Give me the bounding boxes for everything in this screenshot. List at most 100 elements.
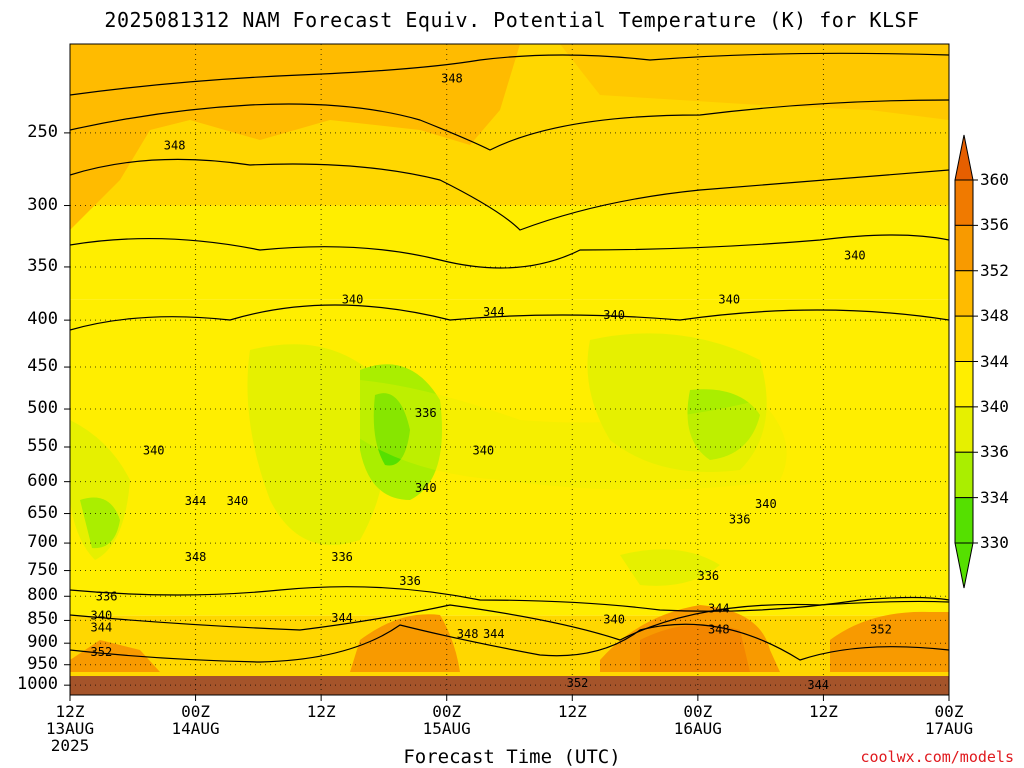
contour-label: 336 bbox=[331, 550, 353, 564]
contour-label: 348 bbox=[164, 138, 186, 152]
contour-line bbox=[70, 52, 949, 96]
colorbar-swatch bbox=[954, 315, 974, 362]
contour-label: 340 bbox=[227, 494, 249, 508]
contour-line bbox=[70, 234, 949, 269]
field-region bbox=[247, 344, 387, 545]
colorbar-label: 334 bbox=[980, 487, 1009, 507]
colorbar-swatch bbox=[954, 270, 974, 317]
colorbar-label: 330 bbox=[980, 533, 1009, 552]
x-tick-label: 12Z bbox=[808, 702, 838, 721]
upper-warm-region bbox=[560, 44, 949, 120]
y-tick-label: 400 bbox=[27, 309, 58, 330]
y-tick-label: 700 bbox=[27, 532, 58, 553]
credit-text: coolwx.com/models bbox=[860, 748, 1014, 766]
plot-frame bbox=[69, 43, 950, 696]
upper-warm-region bbox=[70, 44, 520, 230]
y-tick-label: 850 bbox=[27, 609, 58, 630]
colorbar-swatch bbox=[954, 497, 974, 544]
field-band bbox=[70, 205, 949, 300]
contour-label: 348 bbox=[441, 71, 463, 85]
contour-label: 344 bbox=[185, 494, 207, 508]
contour-line bbox=[70, 304, 949, 331]
field-region bbox=[830, 611, 949, 672]
x-tick-label: 13AUG bbox=[45, 719, 95, 738]
y-tick-label: 750 bbox=[27, 559, 58, 580]
colorbar-swatch bbox=[954, 224, 974, 272]
contour-label: 348 bbox=[708, 623, 730, 637]
contour-label: 340 bbox=[415, 481, 437, 495]
colorbar-label: 356 bbox=[980, 215, 1009, 235]
colorbar-label: 360 bbox=[980, 170, 1009, 189]
x-tick-label: 12Z bbox=[557, 702, 587, 721]
contour-label: 340 bbox=[718, 293, 740, 307]
y-tick-label: 300 bbox=[27, 194, 58, 215]
contour-label: 340 bbox=[91, 609, 113, 623]
contour-label: 352 bbox=[567, 676, 589, 690]
x-tick-label: 16AUG bbox=[673, 719, 722, 738]
x-tick-label: 15AUG bbox=[422, 719, 471, 738]
y-tick-label: 600 bbox=[27, 470, 58, 491]
contour-line bbox=[70, 623, 949, 663]
field-region bbox=[80, 497, 120, 549]
contour-label: 344 bbox=[807, 678, 829, 692]
y-tick-label: 350 bbox=[27, 255, 58, 276]
x-tick-label: 00Z bbox=[683, 702, 713, 721]
contour-label: 352 bbox=[870, 623, 892, 637]
x-axis-title: Forecast Time (UTC) bbox=[403, 746, 621, 768]
colorbar-swatch bbox=[954, 406, 974, 453]
contour-label: 336 bbox=[729, 513, 751, 527]
x-tick-label: 17AUG bbox=[924, 719, 974, 738]
colorbar-label: 336 bbox=[980, 442, 1009, 462]
contour-label: 344 bbox=[331, 611, 353, 625]
field-region bbox=[640, 624, 750, 672]
x-tick-label: 14AUG bbox=[171, 719, 220, 738]
field-region bbox=[300, 378, 787, 490]
contour-label: 340 bbox=[844, 248, 866, 262]
colorbar-label: 352 bbox=[980, 260, 1009, 280]
colorbar-label: 344 bbox=[980, 351, 1009, 371]
y-tick-label: 500 bbox=[27, 398, 58, 419]
contour-line bbox=[70, 158, 949, 231]
contour-label: 340 bbox=[755, 497, 777, 511]
contour-line bbox=[70, 586, 949, 612]
chart-title: 2025081312 NAM Forecast Equiv. Potential… bbox=[104, 8, 920, 32]
y-tick-label: 450 bbox=[27, 356, 58, 377]
y-tick-label: 950 bbox=[27, 653, 58, 674]
contour-label: 336 bbox=[399, 574, 421, 588]
field-band bbox=[70, 299, 949, 616]
contour-line bbox=[70, 600, 949, 641]
colorbar-label: 348 bbox=[980, 306, 1009, 326]
contour-label: 336 bbox=[697, 569, 719, 583]
x-tick-label: 2025 bbox=[50, 736, 90, 755]
contour-label: 340 bbox=[143, 444, 165, 458]
colorbar-arrow-top bbox=[954, 134, 974, 181]
field-region bbox=[687, 389, 760, 460]
contour-label: 344 bbox=[483, 305, 505, 319]
colorbar-swatch bbox=[954, 179, 974, 226]
ground-strip bbox=[70, 676, 949, 695]
contour-label: 344 bbox=[483, 627, 505, 641]
x-tick-label: 12Z bbox=[306, 702, 336, 721]
x-tick-label: 00Z bbox=[934, 702, 964, 721]
contour-line bbox=[70, 99, 949, 151]
x-tick-label: 00Z bbox=[432, 702, 462, 721]
y-tick-label: 900 bbox=[27, 632, 58, 653]
y-tick-label: 250 bbox=[27, 121, 58, 142]
contour-label: 348 bbox=[457, 627, 479, 641]
colorbar-arrow-bottom bbox=[954, 542, 974, 589]
contour-label: 340 bbox=[472, 444, 494, 458]
y-tick-label: 650 bbox=[27, 502, 58, 523]
contour-label: 344 bbox=[91, 620, 113, 634]
colorbar-swatch bbox=[954, 361, 974, 408]
contour-label: 336 bbox=[96, 589, 118, 603]
field-region bbox=[620, 549, 720, 586]
contour-label: 336 bbox=[415, 406, 437, 420]
contour-label: 348 bbox=[185, 550, 207, 564]
x-tick-label: 00Z bbox=[181, 702, 211, 721]
x-tick-label: 12Z bbox=[55, 702, 85, 721]
field-region bbox=[70, 640, 160, 672]
contour-label: 340 bbox=[342, 293, 364, 307]
colorbar-swatch bbox=[954, 451, 974, 499]
contour-label: 340 bbox=[603, 308, 625, 322]
